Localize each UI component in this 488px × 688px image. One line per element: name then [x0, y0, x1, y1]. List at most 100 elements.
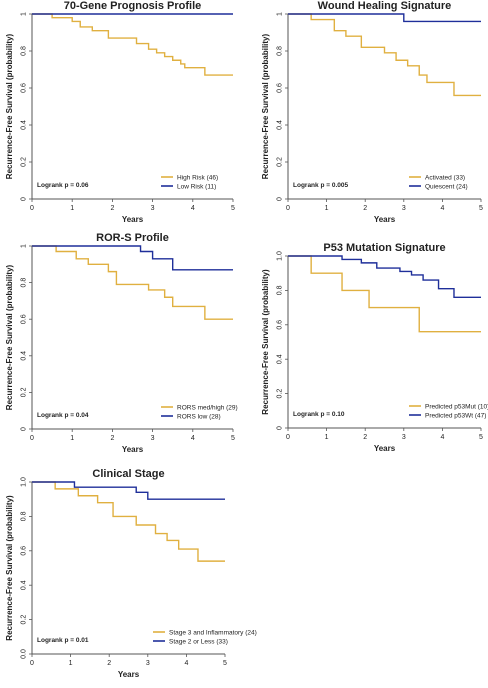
y-tick-label: 0.8 — [21, 511, 28, 521]
km-chart-1: 70-Gene Prognosis Profile 0 0.2 0.4 0.6 0.8 1 0… — [5, 0, 235, 224]
y-tick-label: 0.2 — [21, 615, 28, 625]
x-tick-label: 2 — [363, 434, 367, 441]
x-tick-label: 3 — [402, 434, 406, 441]
x-tick-label: 5 — [231, 205, 235, 212]
km-chart-3: ROR-S Profile 0 0.2 0.4 0.6 0.8 1 0 1 2 3 4 5 Years Re… — [5, 232, 238, 454]
x-tick-label: 5 — [231, 435, 235, 442]
y-tick-label: 1 — [21, 244, 28, 248]
logrank-annotation: Logrank p = 0.01 — [37, 637, 89, 644]
series-line-1 — [32, 13, 233, 76]
y-tick-label: 0 — [21, 427, 28, 431]
y-tick-label: 0.8 — [277, 285, 284, 295]
legend-entry-2: Quiescent (24) — [425, 183, 468, 190]
y-tick-label: 0.8 — [21, 278, 28, 288]
x-tick-label: 5 — [479, 205, 483, 212]
series-line-2 — [32, 481, 225, 500]
y-axis-label: Recurrence-Free Survival (probability) — [5, 495, 14, 641]
y-tick-label: 0.4 — [21, 120, 28, 130]
legend-entry-2: Stage 2 or Less (33) — [169, 638, 228, 645]
series-line-1 — [32, 481, 225, 562]
y-axis-label: Recurrence-Free Survival (probability) — [5, 264, 14, 410]
y-tick-label: 0.6 — [21, 314, 28, 324]
legend-entry-1: Activated (33) — [425, 174, 465, 181]
legend-entry-1: Predicted p53Mut (10) — [425, 403, 488, 410]
chart-title: 70-Gene Prognosis Profile — [64, 0, 202, 12]
chart-title: Wound Healing Signature — [318, 0, 452, 12]
x-tick-label: 2 — [110, 205, 114, 212]
x-tick-label: 0 — [30, 660, 34, 667]
x-tick-label: 1 — [325, 434, 329, 441]
x-tick-label: 3 — [151, 435, 155, 442]
y-tick-label: 0 — [21, 197, 28, 201]
y-tick-label: 0.6 — [21, 546, 28, 556]
y-tick-label: 0.6 — [277, 83, 284, 93]
y-axis-label: Recurrence-Free Survival (probability) — [5, 33, 14, 179]
x-tick-label: 1 — [70, 435, 74, 442]
y-tick-label: 0.4 — [21, 580, 28, 590]
legend-entry-2: RORS low (28) — [177, 413, 221, 420]
y-tick-label: 0.4 — [277, 354, 284, 364]
y-tick-label: 0.2 — [277, 157, 284, 167]
x-tick-label: 1 — [325, 205, 329, 212]
km-chart-5: Clinical Stage 0.0 0.2 0.4 0.6 0.8 1.0 0 1 2 3 4 5 Ye… — [5, 468, 257, 679]
x-tick-label: 0 — [286, 205, 290, 212]
logrank-annotation: Logrank p = 0.10 — [293, 411, 345, 418]
x-tick-label: 5 — [479, 434, 483, 441]
x-tick-label: 3 — [402, 205, 406, 212]
legend-entry-2: Predicted p53Wt (47) — [425, 412, 486, 419]
series-line-1 — [288, 13, 481, 97]
x-tick-label: 0 — [286, 434, 290, 441]
chart-title: P53 Mutation Signature — [323, 242, 445, 254]
y-tick-label: 0.0 — [21, 649, 28, 659]
y-axis-label: Recurrence-Free Survival (probability) — [261, 269, 270, 415]
x-tick-label: 0 — [30, 435, 34, 442]
y-tick-label: 1.0 — [21, 477, 28, 487]
series-line-1 — [288, 255, 481, 333]
x-tick-label: 4 — [440, 205, 444, 212]
legend-entry-1: RORS med/high (29) — [177, 404, 238, 411]
x-tick-label: 4 — [184, 660, 188, 667]
logrank-annotation: Logrank p = 0.005 — [293, 182, 348, 189]
km-chart-4: P53 Mutation Signature 0 0.2 0.4 0.6 0.8 1.0 0 1… — [261, 242, 488, 453]
x-axis-label: Years — [374, 444, 396, 453]
y-tick-label: 0.6 — [277, 320, 284, 330]
x-tick-label: 2 — [363, 205, 367, 212]
legend-entry-2: Low Risk (11) — [177, 183, 216, 190]
x-axis-label: Years — [122, 445, 144, 454]
x-tick-label: 0 — [30, 205, 34, 212]
series-line-2 — [288, 13, 481, 23]
series-line-1 — [32, 245, 233, 320]
x-axis-label: Years — [374, 215, 396, 224]
y-tick-label: 0.4 — [277, 120, 284, 130]
logrank-annotation: Logrank p = 0.06 — [37, 182, 89, 189]
y-tick-label: 0.4 — [21, 351, 28, 361]
x-tick-label: 3 — [146, 660, 150, 667]
y-tick-label: 0.2 — [21, 157, 28, 167]
y-tick-label: 0.8 — [277, 46, 284, 56]
y-tick-label: 1 — [21, 12, 28, 16]
km-chart-2: Wound Healing Signature 0 0.2 0.4 0.6 0.8 1 0 1 2… — [261, 0, 483, 224]
y-tick-label: 0 — [277, 426, 284, 430]
y-tick-label: 0.2 — [277, 389, 284, 399]
chart-title: Clinical Stage — [92, 468, 164, 480]
legend-entry-1: Stage 3 and Inflammatory (24) — [169, 629, 257, 636]
x-tick-label: 3 — [151, 205, 155, 212]
y-tick-label: 1 — [277, 12, 284, 16]
y-axis-label: Recurrence-Free Survival (probability) — [261, 33, 270, 179]
chart-title: ROR-S Profile — [96, 232, 169, 244]
x-tick-label: 5 — [223, 660, 227, 667]
x-tick-label: 1 — [69, 660, 73, 667]
x-axis-label: Years — [118, 670, 140, 679]
y-tick-label: 0.8 — [21, 46, 28, 56]
y-tick-label: 0.2 — [21, 387, 28, 397]
x-tick-label: 1 — [70, 205, 74, 212]
x-tick-label: 2 — [107, 660, 111, 667]
y-tick-label: 1.0 — [277, 251, 284, 261]
logrank-annotation: Logrank p = 0.04 — [37, 412, 89, 419]
x-axis-label: Years — [122, 215, 144, 224]
x-tick-label: 4 — [191, 435, 195, 442]
y-tick-label: 0.6 — [21, 83, 28, 93]
x-tick-label: 2 — [110, 435, 114, 442]
series-line-2 — [32, 245, 233, 271]
